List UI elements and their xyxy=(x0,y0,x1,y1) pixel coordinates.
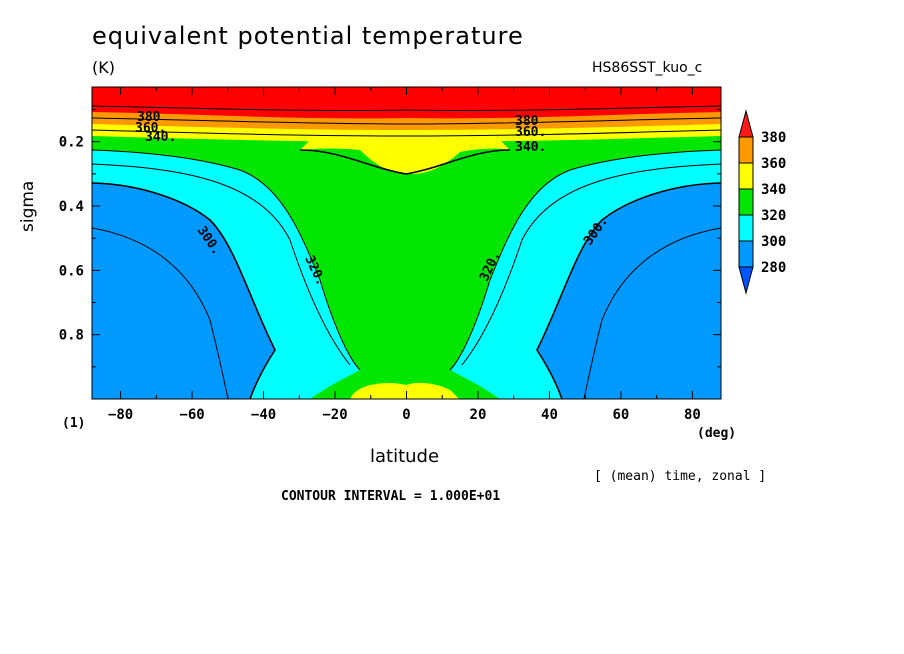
chart-title: equivalent potential temperature xyxy=(92,22,524,50)
contour-interval-label: CONTOUR INTERVAL = 1.000E+01 xyxy=(281,489,501,504)
contour-label: 380 xyxy=(515,114,539,129)
contour-label: 360. xyxy=(515,125,546,140)
chart-units: (K) xyxy=(92,58,115,77)
x-tick-label: 20 xyxy=(470,407,487,423)
x-tick-label: 40 xyxy=(541,407,558,423)
colorbar-box xyxy=(738,136,754,164)
x-axis-unit: (deg) xyxy=(697,426,737,441)
x-tick-label: −80 xyxy=(108,407,133,423)
region-yellow-tropics xyxy=(300,140,510,174)
contour-label: 380 xyxy=(137,110,161,125)
colorbar-box xyxy=(738,214,754,242)
y-tick-label: 0.2 xyxy=(59,135,84,151)
region-blue-right xyxy=(537,183,721,399)
contour-lines xyxy=(92,105,721,399)
colorbar-box xyxy=(738,188,754,216)
dataset-label: HS86SST_kuo_c xyxy=(592,60,703,76)
contour-label: 360. xyxy=(135,121,166,136)
contour-label: 340. xyxy=(515,140,546,155)
y-tick-label: 0.6 xyxy=(59,263,84,279)
colorbar-label: 380 xyxy=(761,130,786,146)
colorbar-label: 340 xyxy=(761,182,786,198)
y-axis-unit: (1) xyxy=(62,416,86,431)
y-ticks-group: 0.2 0.4 0.6 0.8 xyxy=(59,109,721,400)
x-axis-label: latitude xyxy=(370,446,440,467)
colorbar-group: 380 360 340 320 300 280 xyxy=(738,109,786,295)
colorbar-bottom-arrow xyxy=(738,266,754,295)
y-tick-label: 0.4 xyxy=(59,199,84,215)
x-tick-label: −20 xyxy=(322,407,347,423)
x-tick-label: 0 xyxy=(402,407,410,423)
colorbar-label: 360 xyxy=(761,156,786,172)
colorbar-box xyxy=(738,162,754,190)
colorbar-box xyxy=(738,240,754,268)
x-tick-label: 60 xyxy=(613,407,630,423)
x-tick-label: −60 xyxy=(179,407,204,423)
colorbar-label: 300 xyxy=(761,234,786,250)
region-yellow-surface xyxy=(350,382,460,399)
averaging-note: [ (mean) time, zonal ] xyxy=(594,469,767,484)
region-blue-left xyxy=(92,183,275,399)
x-tick-label: 80 xyxy=(684,407,701,423)
colorbar-label: 280 xyxy=(761,260,786,276)
colorbar-top-arrow xyxy=(738,109,754,138)
plot-fill-layers xyxy=(92,87,721,399)
contour-label: 340. xyxy=(145,130,176,145)
y-tick-label: 0.8 xyxy=(59,328,84,344)
x-ticks-group: −80 −60 −40 −20 0 20 40 60 80 xyxy=(108,87,701,423)
x-tick-label: −40 xyxy=(251,407,276,423)
colorbar-label: 320 xyxy=(761,208,786,224)
